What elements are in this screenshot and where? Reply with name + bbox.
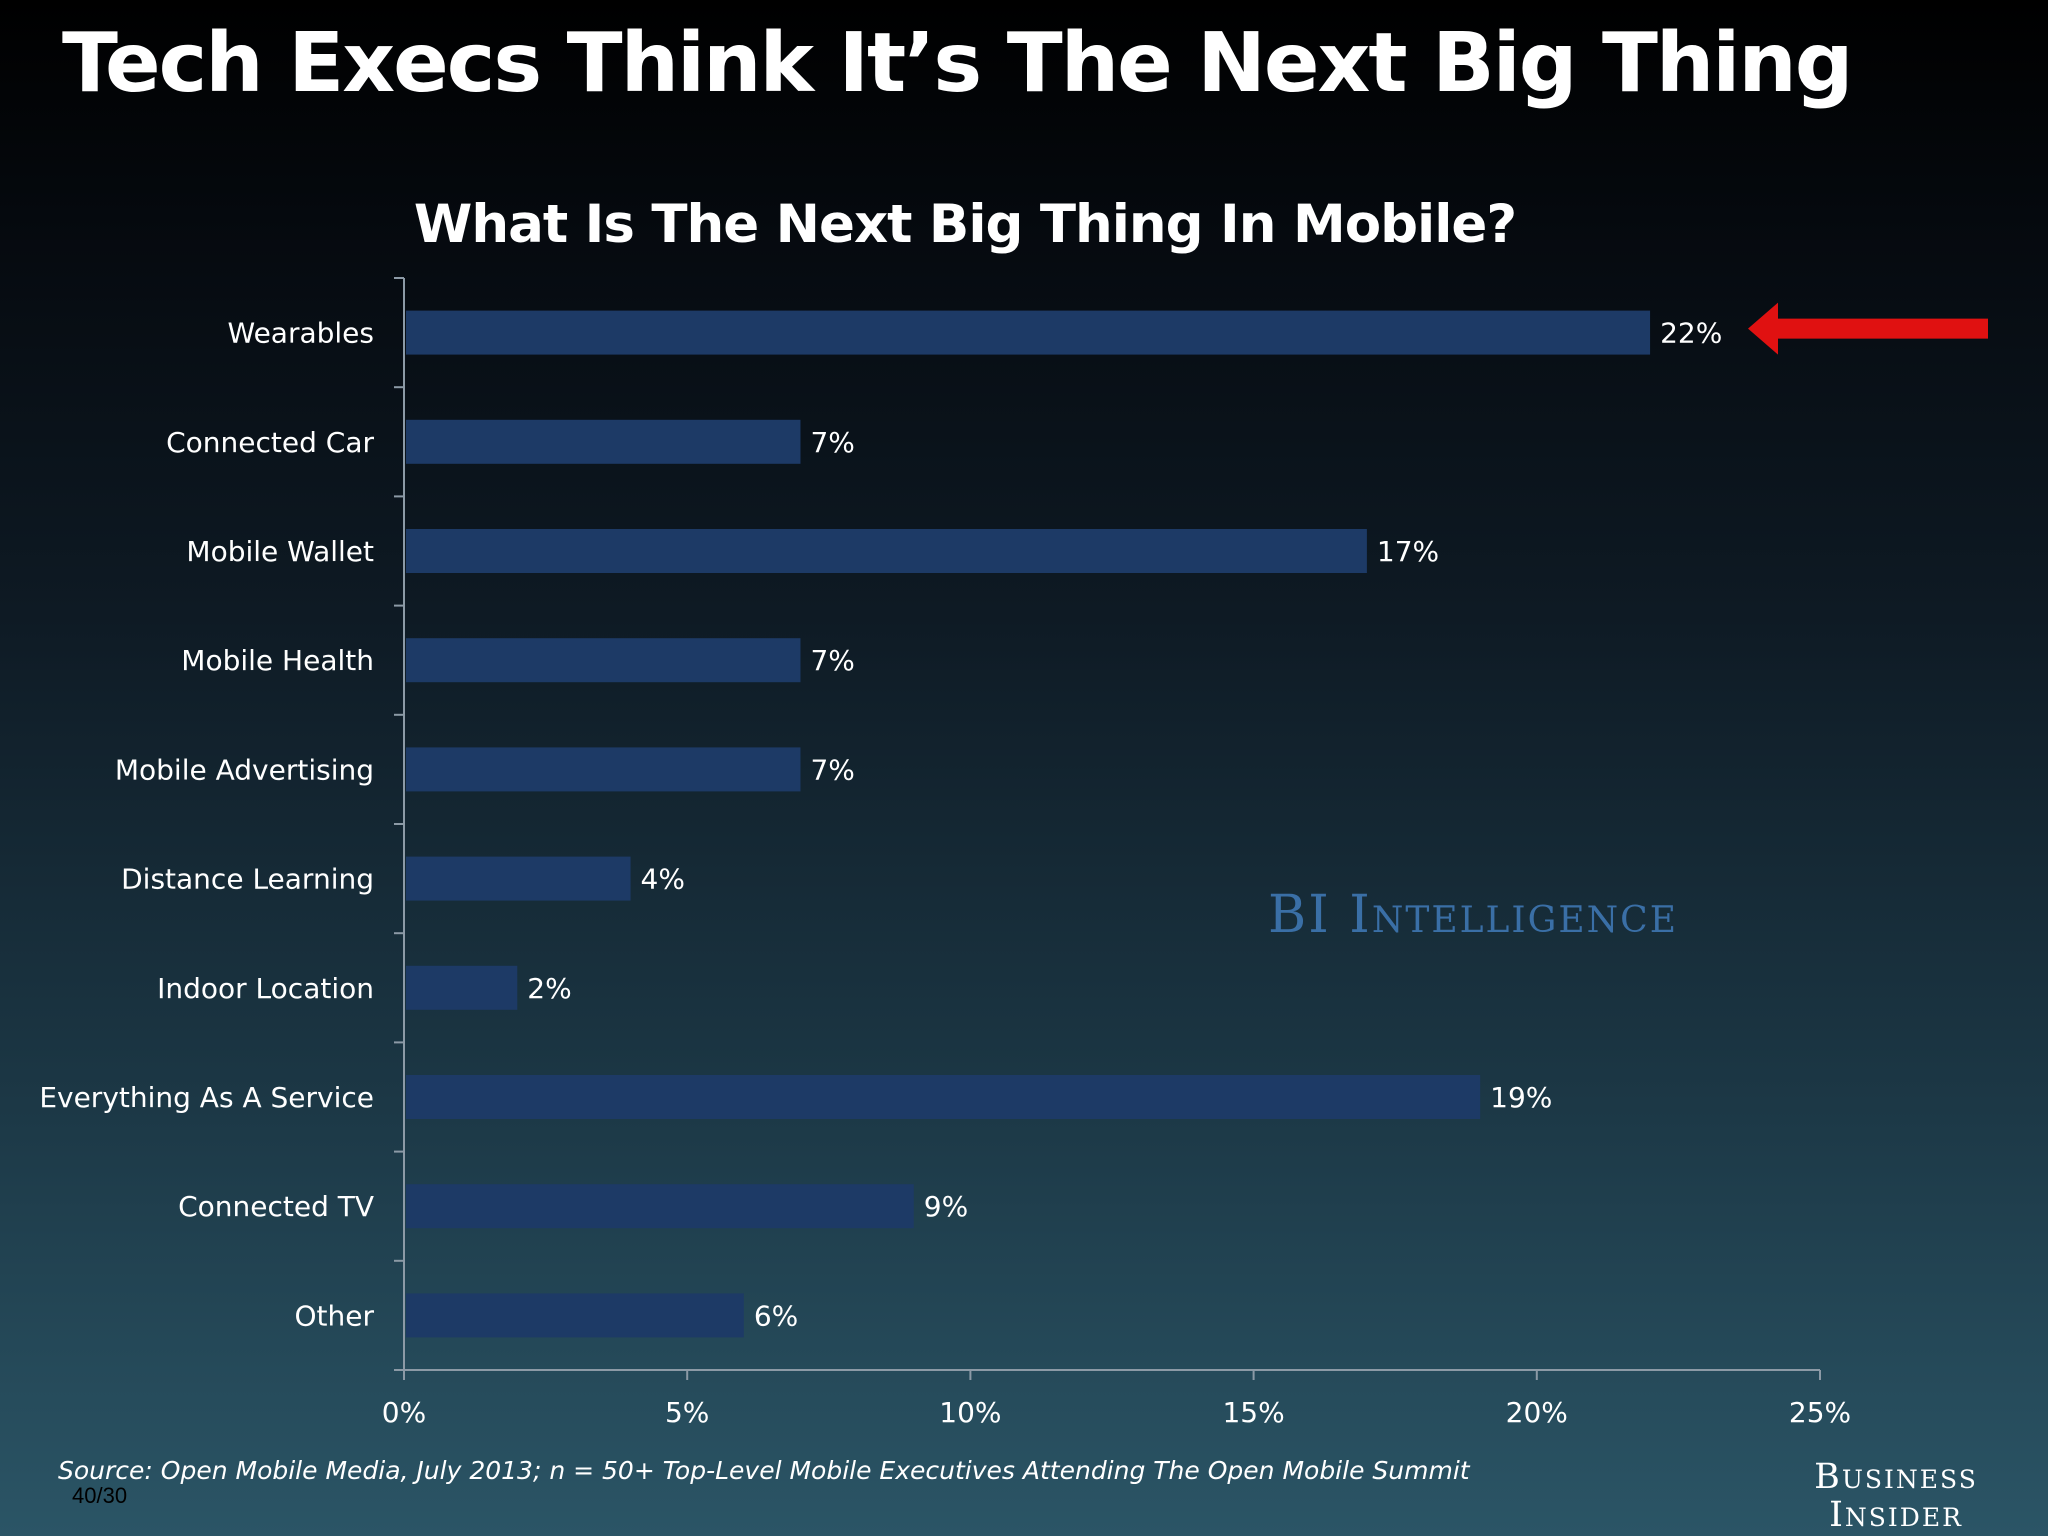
value-label-distance-learning: 4% — [641, 863, 685, 896]
x-tick-label: 5% — [665, 1396, 709, 1429]
bars-layer — [406, 310, 1651, 1338]
x-tick-label: 10% — [939, 1396, 1001, 1429]
chart-title: What Is The Next Big Thing In Mobile? — [413, 194, 1517, 255]
value-label-connected-tv: 9% — [924, 1190, 968, 1223]
category-label-everything-as-a-service: Everything As A Service — [39, 1081, 374, 1114]
bar-mobile-advertising — [406, 747, 801, 792]
x-tick-label: 15% — [1222, 1396, 1284, 1429]
category-label-mobile-advertising: Mobile Advertising — [115, 753, 374, 786]
category-label-distance-learning: Distance Learning — [121, 863, 374, 896]
bi-intelligence-watermark: BI Intelligence — [1268, 885, 1679, 945]
bar-distance-learning — [406, 856, 631, 901]
value-label-mobile-health: 7% — [810, 644, 854, 677]
value-label-everything-as-a-service: 19% — [1490, 1081, 1552, 1114]
axes-layer — [394, 277, 1821, 1380]
value-label-mobile-advertising: 7% — [810, 753, 854, 786]
bar-connected-tv — [406, 1184, 914, 1229]
logo-line-1: Business — [1814, 1457, 1978, 1497]
category-label-mobile-wallet: Mobile Wallet — [186, 535, 374, 568]
category-label-mobile-health: Mobile Health — [181, 644, 374, 677]
bar-indoor-location — [406, 965, 518, 1010]
bar-mobile-health — [406, 638, 801, 683]
source-note: Source: Open Mobile Media, July 2013; n … — [58, 1456, 1470, 1485]
labels-layer: Wearables 22% Connected Car 7% Mobile Wallet… — [39, 317, 1851, 1429]
value-label-connected-car: 7% — [810, 426, 854, 459]
x-tick-label: 25% — [1789, 1396, 1851, 1429]
category-label-wearables: Wearables — [228, 317, 374, 350]
value-label-other: 6% — [754, 1299, 798, 1332]
x-tick-label: 0% — [382, 1396, 426, 1429]
value-label-indoor-location: 2% — [527, 972, 571, 1005]
bar-connected-car — [406, 419, 801, 464]
slide-title: Tech Execs Think It’s The Next Big Thing — [62, 16, 1853, 111]
category-label-other: Other — [294, 1299, 374, 1332]
bar-everything-as-a-service — [406, 1075, 1481, 1119]
highlight-arrow-icon — [1748, 302, 1988, 355]
value-label-wearables: 22% — [1660, 317, 1722, 350]
category-label-indoor-location: Indoor Location — [157, 972, 374, 1005]
category-label-connected-tv: Connected TV — [178, 1190, 374, 1223]
bar-mobile-wallet — [406, 529, 1367, 573]
value-label-mobile-wallet: 17% — [1377, 535, 1439, 568]
category-label-connected-car: Connected Car — [166, 426, 374, 459]
highlight-arrow-layer — [1748, 302, 1988, 355]
logo-line-2: Insider — [1829, 1495, 1963, 1535]
x-tick-label: 20% — [1506, 1396, 1568, 1429]
business-insider-logo: Business Insider — [1790, 1458, 2002, 1534]
page-counter: 40/30 — [72, 1483, 128, 1508]
bar-other — [406, 1293, 744, 1338]
bar-wearables — [406, 310, 1651, 355]
